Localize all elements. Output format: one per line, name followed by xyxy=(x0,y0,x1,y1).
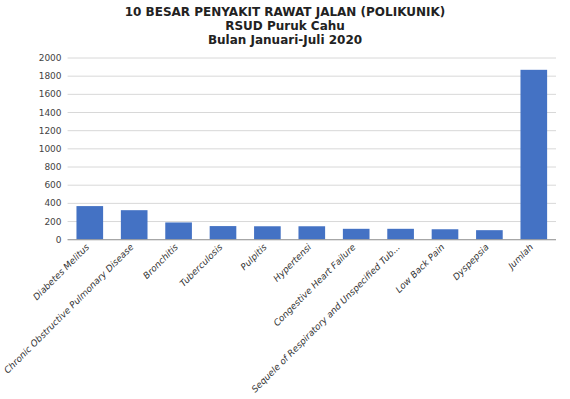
y-tick-label: 2000 xyxy=(39,53,62,63)
bar xyxy=(476,230,503,240)
x-tick-label: Dyspepsia xyxy=(451,242,491,282)
grid-line xyxy=(68,94,556,95)
x-tick-label: Congestive Heart Failure xyxy=(272,242,358,328)
bar xyxy=(165,222,192,239)
grid-line xyxy=(68,58,556,59)
y-tick-label: 0 xyxy=(56,235,62,245)
bar xyxy=(387,229,414,240)
chart-container: 10 BESAR PENYAKIT RAWAT JALAN (POLIKUNIK… xyxy=(0,0,570,399)
bars xyxy=(76,70,547,240)
x-tick-label: Tuberculosis xyxy=(178,242,225,289)
title: 10 BESAR PENYAKIT RAWAT JALAN (POLIKUNIK… xyxy=(125,5,446,47)
x-axis-line xyxy=(68,239,556,240)
x-tick-label: Low Back Pain xyxy=(394,242,447,295)
grid-line xyxy=(68,239,556,240)
x-tick-label: Hypertensi xyxy=(271,242,313,284)
x-tick-label: Bronchitis xyxy=(141,242,180,281)
y-tick-label: 400 xyxy=(44,198,61,208)
bar xyxy=(343,229,370,240)
y-tick-label: 800 xyxy=(44,162,61,172)
bar xyxy=(76,206,103,240)
bar xyxy=(298,226,325,239)
grid-line xyxy=(68,185,556,186)
y-tick-label: 1000 xyxy=(39,144,62,154)
bar xyxy=(121,210,148,240)
grid-line xyxy=(68,76,556,77)
x-tick-label: Pulpitis xyxy=(239,242,269,272)
grid-line xyxy=(68,112,556,113)
y-tick-label: 1200 xyxy=(39,126,62,136)
bar xyxy=(432,229,459,239)
y-tick-label: 600 xyxy=(44,180,61,190)
grid-line xyxy=(68,130,556,131)
x-tick-label: Sequele of Respiratory and Unspecified T… xyxy=(250,242,402,394)
x-tick-label: Jumlah xyxy=(505,242,536,273)
bar xyxy=(254,226,281,239)
y-tick-label: 1800 xyxy=(39,71,62,81)
chart: 10 BESAR PENYAKIT RAWAT JALAN (POLIKUNIK… xyxy=(0,0,570,399)
grid-line xyxy=(68,148,556,149)
bar xyxy=(520,70,547,240)
x-tick-label: Chronic Obstructive Pulmonary Disease xyxy=(2,242,136,376)
y-tick-label: 200 xyxy=(44,217,61,227)
y-tick-label: 1400 xyxy=(39,108,62,118)
bar xyxy=(210,226,237,240)
grid-line xyxy=(68,203,556,204)
grid-line xyxy=(68,167,556,168)
y-tick-label: 1600 xyxy=(39,89,62,99)
